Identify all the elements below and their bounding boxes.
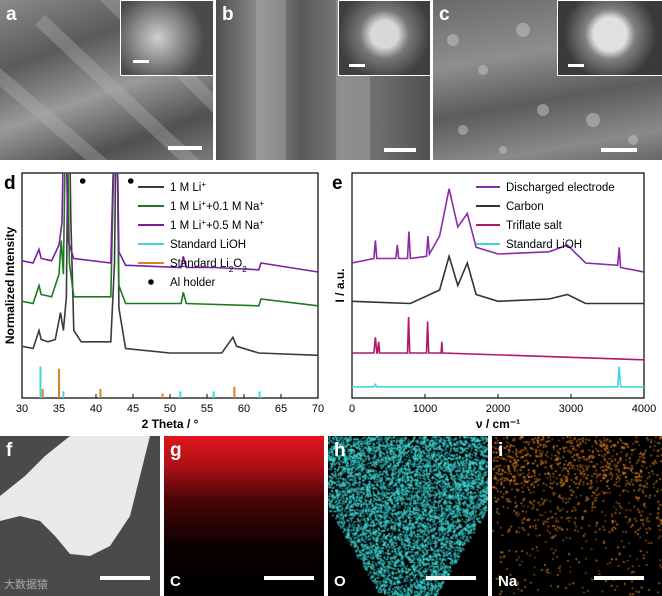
- sem-image-c: c: [433, 0, 662, 160]
- inset-c: [557, 0, 662, 76]
- scale-bar-a: [168, 146, 202, 150]
- na-dot-map: [492, 436, 662, 596]
- element-label-na: Na: [498, 573, 518, 590]
- x-tick-label: 4000: [632, 403, 656, 415]
- panel-label-e: e: [332, 173, 343, 194]
- x-tick-label: 40: [90, 403, 102, 415]
- x-tick-label: 55: [201, 403, 213, 415]
- panel-label-h: h: [334, 440, 346, 461]
- tem-image-f: f 大数据猿: [0, 436, 160, 596]
- watermark: 大数据猿: [4, 579, 48, 591]
- element-label-c: C: [170, 573, 181, 590]
- x-tick-label: 30: [16, 403, 28, 415]
- element-label-o: O: [334, 573, 346, 590]
- x-tick-label: 3000: [559, 403, 583, 415]
- legend-entry: Discharged electrode: [506, 182, 615, 194]
- series-line: [22, 173, 318, 357]
- x-tick-label: 1000: [413, 403, 437, 415]
- al-holder-marker: [79, 178, 86, 184]
- series-line: [352, 253, 644, 305]
- x-tick-label: 0: [349, 403, 355, 415]
- x-tick-label: 45: [127, 403, 139, 415]
- panel-label-a: a: [6, 4, 17, 25]
- panel-label-b: b: [222, 4, 234, 25]
- x-axis-label: ν / cm⁻¹: [476, 417, 520, 430]
- eds-map-o: h O: [328, 436, 488, 596]
- legend-entry: Standard LiOH: [170, 239, 246, 251]
- scale-bar-h: [426, 576, 476, 580]
- particle-texture-c: [447, 23, 638, 154]
- raman-chart: 0 1000 2000 3000 4000 ν / cm⁻¹ I / a.u. Dischar…: [333, 172, 656, 430]
- legend-entry: 1 M Li+: [170, 180, 206, 195]
- legend-entry: Al holder: [170, 277, 216, 289]
- tem-particle: [0, 436, 150, 556]
- legend-entry: 1 M Li++0.1 M Na+: [170, 199, 264, 214]
- x-tick-label: 60: [238, 403, 250, 415]
- legend-entry: Triflate salt: [506, 220, 563, 232]
- panel-label-g: g: [170, 440, 182, 461]
- eds-map-na: i Na: [492, 436, 662, 596]
- legend-entry: Carbon: [506, 201, 544, 213]
- inset-scale-bar-b: [349, 64, 365, 67]
- legend-entry: Standard Li2O2: [170, 258, 247, 274]
- legend-entry: Standard LiOH: [506, 239, 582, 251]
- scale-bar-i: [594, 576, 644, 580]
- legend-swatch: [148, 279, 154, 285]
- x-tick-label: 50: [164, 403, 176, 415]
- series-line: [352, 366, 644, 388]
- legend-entry: 1 M Li++0.5 M Na+: [170, 218, 264, 233]
- scale-bar-b: [384, 148, 416, 152]
- xrd-chart: 30 35 40 45 50 55 60 65 70 2 Theta / ° Normalized …: [3, 172, 324, 430]
- scale-bar-g: [264, 576, 314, 580]
- inset-a: [120, 0, 213, 76]
- series-line: [352, 316, 644, 361]
- inset-b: [338, 0, 430, 76]
- scale-bar-f: [100, 576, 150, 580]
- series-line: [22, 173, 318, 307]
- x-tick-label: 70: [312, 403, 324, 415]
- series-line: [22, 173, 318, 273]
- y-axis-label: Normalized Intensity: [3, 226, 17, 344]
- x-tick-label: 35: [53, 403, 65, 415]
- panel-label-i: i: [498, 440, 504, 461]
- x-tick-label: 2000: [486, 403, 510, 415]
- sem-image-a: a: [0, 0, 213, 160]
- sem-image-b: b: [216, 0, 430, 160]
- fiber-texture-b: [256, 0, 370, 160]
- x-tick-label: 65: [275, 403, 287, 415]
- xrd-chart-panel: d 30 35 40 45 50 55 60 65 70 2 Theta / ° Normalize…: [0, 165, 330, 430]
- panel-label-d: d: [4, 173, 16, 194]
- series-line: [352, 188, 644, 273]
- eds-map-c: g C: [164, 436, 324, 596]
- inset-scale-bar-a: [133, 60, 149, 63]
- raman-chart-panel: e 0 1000 2000 3000 4000 ν / cm⁻¹ I / a.u. Disch…: [330, 165, 662, 430]
- panel-label-f: f: [6, 440, 13, 461]
- inset-scale-bar-c: [568, 64, 584, 67]
- y-axis-label: I / a.u.: [333, 268, 347, 302]
- scale-bar-c: [601, 148, 637, 152]
- al-holder-marker: [127, 178, 134, 184]
- o-dot-map: [328, 436, 488, 596]
- x-axis-label: 2 Theta / °: [142, 417, 199, 430]
- panel-label-c: c: [439, 4, 450, 25]
